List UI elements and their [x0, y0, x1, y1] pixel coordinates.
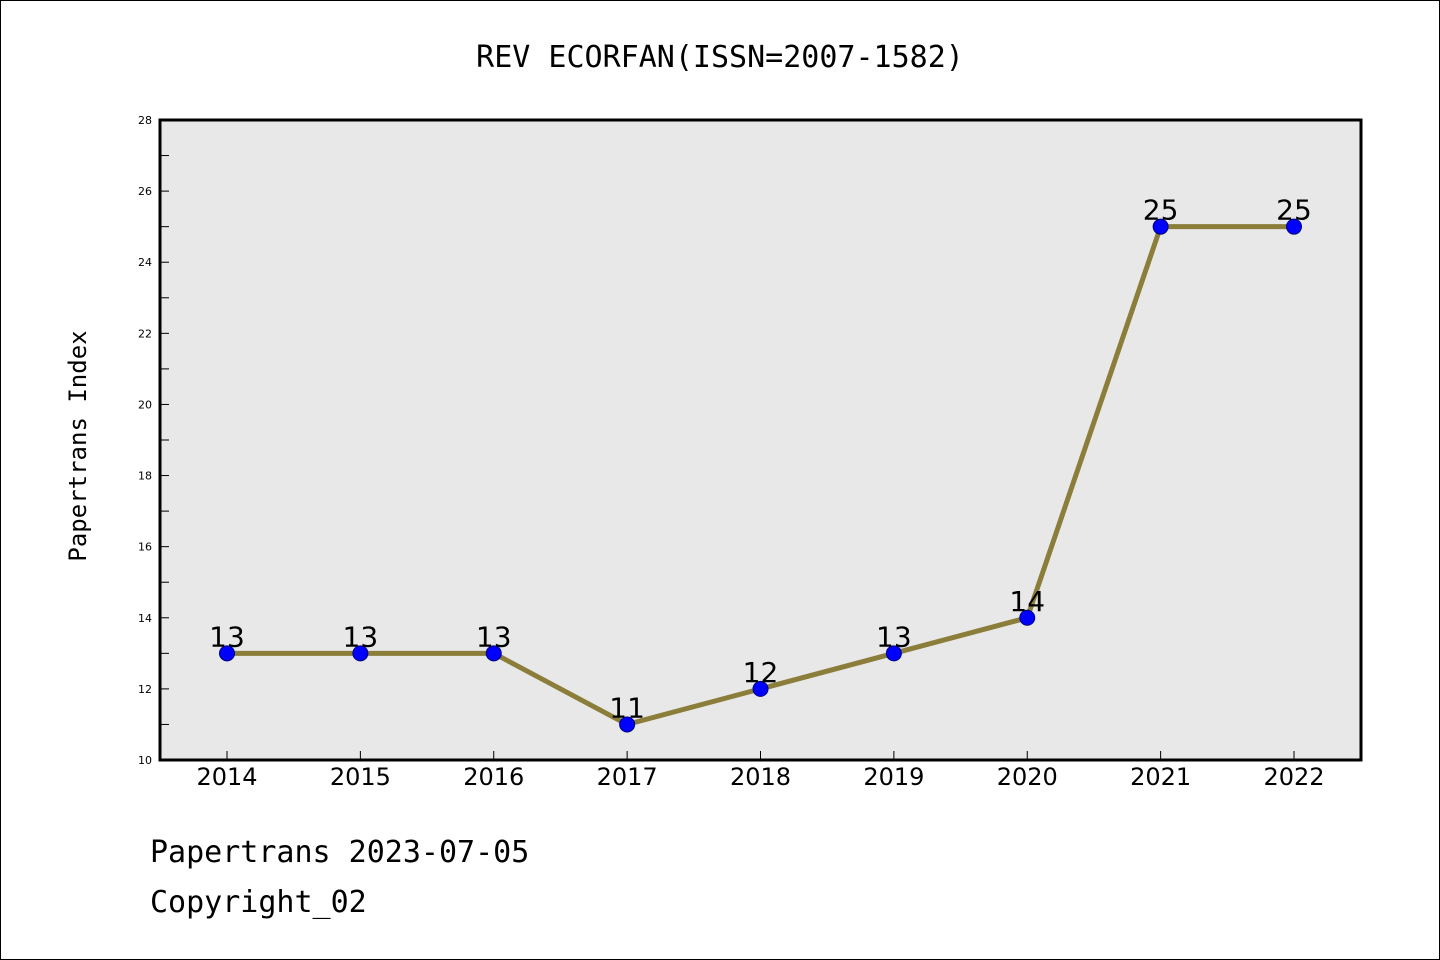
data-point [752, 680, 769, 697]
chart-title: REV ECORFAN(ISSN=2007-1582) [476, 40, 964, 75]
data-point [219, 645, 235, 662]
y-tick-label: 18 [138, 470, 152, 483]
x-tick-label: 2019 [863, 763, 924, 791]
data-label: 11 [609, 691, 645, 724]
data-label: 13 [876, 620, 912, 653]
data-label: 12 [743, 656, 779, 689]
data-point [1286, 218, 1302, 235]
data-label: 14 [1009, 585, 1045, 618]
y-tick-label: 20 [138, 398, 152, 411]
y-axis-label: Papertrans Index [64, 330, 92, 561]
y-tick-label: 24 [138, 256, 152, 269]
x-tick-label: 2014 [196, 763, 257, 791]
plot-border [158, 118, 1363, 762]
y-tick-label: 16 [138, 541, 152, 554]
data-label: 13 [476, 620, 512, 653]
x-tick-label: 2016 [463, 763, 524, 791]
data-points [219, 218, 1302, 733]
data-labels: 13 13 13 11 12 13 14 25 25 [209, 194, 1312, 725]
x-tick-label: 2020 [997, 763, 1058, 791]
data-point [619, 716, 636, 733]
x-tick-label: 2018 [730, 763, 791, 791]
data-label: 25 [1143, 194, 1179, 227]
y-tick-label: 22 [138, 327, 152, 340]
y-tick-label: 10 [138, 754, 152, 767]
x-axis-ticks: 2014 2015 2016 2017 2018 2019 2020 2021 2022 [196, 751, 1325, 791]
data-label: 13 [209, 620, 245, 653]
data-point [1152, 218, 1169, 235]
y-axis-ticks: 10 12 14 16 18 20 22 24 26 28 [138, 114, 169, 767]
y-tick-label: 14 [138, 612, 152, 625]
footer-date: Papertrans 2023-07-05 [150, 835, 530, 870]
y-tick-label: 12 [138, 683, 152, 696]
data-point [352, 645, 369, 662]
y-tick-label: 26 [138, 185, 152, 198]
x-tick-label: 2017 [597, 763, 658, 791]
data-label: 13 [343, 620, 379, 653]
data-point [485, 645, 502, 662]
data-point [1019, 609, 1036, 626]
y-tick-label: 28 [138, 114, 152, 127]
x-tick-label: 2022 [1263, 763, 1324, 791]
x-tick-label: 2021 [1130, 763, 1191, 791]
data-point [885, 645, 902, 662]
footer-copyright: Copyright_02 [150, 885, 367, 920]
x-tick-label: 2015 [330, 763, 391, 791]
data-label: 25 [1276, 194, 1312, 227]
